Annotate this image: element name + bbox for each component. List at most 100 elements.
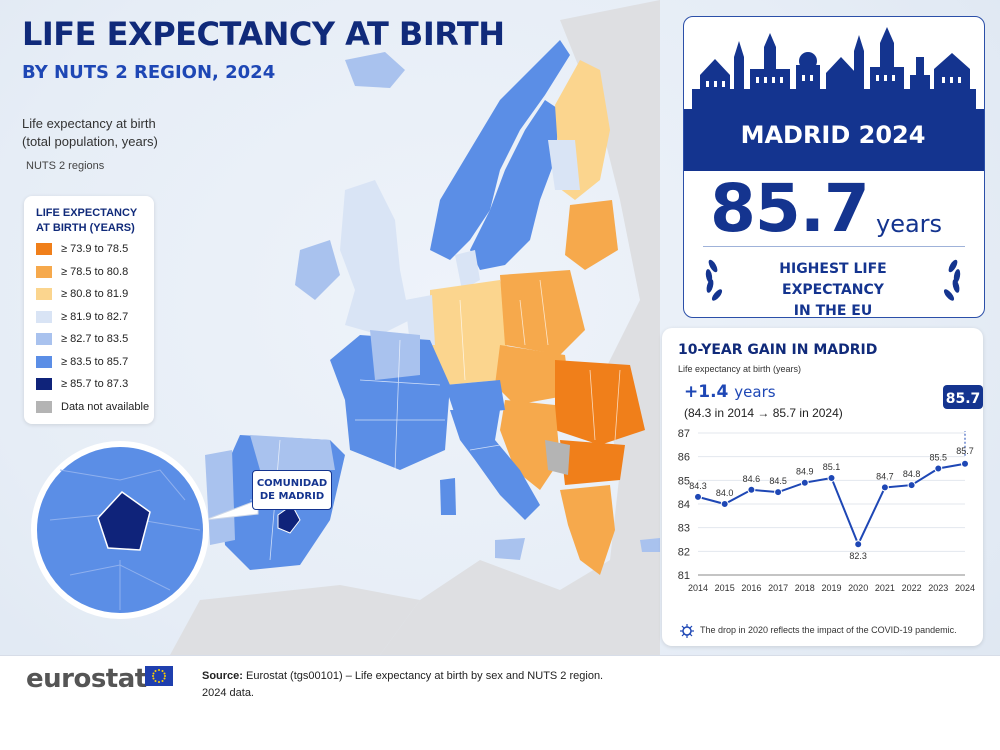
region-greece <box>560 485 615 575</box>
data-label: 84.9 <box>796 467 814 477</box>
hero-unit: years <box>876 210 943 238</box>
region-denmark <box>455 250 480 290</box>
trend-subtitle: Life expectancy at birth (years) <box>678 364 802 374</box>
data-label: 82.3 <box>849 551 867 561</box>
eurostat-logo: eurostat <box>26 664 147 694</box>
inset-madrid-shape <box>97 491 151 551</box>
legend-label: Data not available <box>61 400 150 413</box>
legend-item: ≥ 82.7 to 83.5 <box>36 333 128 345</box>
data-point <box>747 485 756 494</box>
page-title: LIFE EXPECTANCY AT BIRTH <box>22 15 505 53</box>
region-ireland <box>295 240 340 300</box>
x-tick-label: 2015 <box>715 583 735 593</box>
data-point <box>800 478 809 487</box>
source-note: Source: Eurostat (tgs00101) – Life expec… <box>202 668 622 702</box>
legend-item: ≥ 81.9 to 82.7 <box>36 310 129 323</box>
description-line-2: (total population, years) <box>22 134 158 149</box>
y-tick-label: 81 <box>678 570 690 582</box>
x-tick-label: 2016 <box>741 583 761 593</box>
callout-line-1: COMUNIDAD <box>256 478 328 489</box>
non-eu-land <box>380 0 660 655</box>
gain-note: (84.3 in 2014 → 85.7 in 2024) <box>684 406 843 420</box>
data-point <box>961 459 969 468</box>
description-line-1: Life expectancy at birth <box>22 116 156 131</box>
region-iceland <box>345 52 405 88</box>
legend-label: ≥ 80.8 to 81.9 <box>61 288 129 300</box>
madrid-inset <box>31 441 209 619</box>
covid-note: The drop in 2020 reflects the impact of … <box>700 625 957 635</box>
legend-swatch <box>36 355 52 368</box>
hero-value: 85.7 <box>710 170 870 247</box>
award-line-1: HIGHEST LIFE EXPECTANCY <box>779 261 887 298</box>
legend-title: LIFE EXPECTANCY AT BIRTH (YEARS) <box>36 207 138 234</box>
madrid-highlight-panel <box>683 16 985 318</box>
madrid-callout: COMUNIDAD DE MADRID <box>252 470 332 510</box>
data-point <box>720 500 729 508</box>
data-label: 85.1 <box>823 462 841 472</box>
x-tick-label: 2020 <box>848 583 868 593</box>
data-label: 84.7 <box>876 471 894 481</box>
region-italy <box>450 410 540 520</box>
region-poland <box>500 270 585 355</box>
hero-award: HIGHEST LIFE EXPECTANCY IN THE EU <box>733 259 933 322</box>
trend-line-chart: 81 82 83 84 85 86 87 2014 2015 2016 2017 2018 2019 20… <box>678 385 983 593</box>
eu-flag-icon <box>145 666 173 686</box>
x-tick-label: 2021 <box>875 583 895 593</box>
legend-swatch <box>36 333 52 345</box>
x-tick-label: 2024 <box>955 583 975 593</box>
legend-swatch <box>36 265 52 278</box>
trend-gain: +1.4 years <box>684 382 776 402</box>
source-text: Eurostat (tgs00101) – Life expectancy at… <box>246 670 604 682</box>
y-tick-label: 86 <box>678 452 690 464</box>
legend-label: ≥ 81.9 to 82.7 <box>61 310 129 323</box>
data-point <box>880 483 889 492</box>
data-point <box>694 492 702 501</box>
region-na-balkans <box>545 440 570 475</box>
hero-banner-text: MADRID 2024 <box>740 121 926 149</box>
highlight-badge-label: 85.7 <box>946 391 981 407</box>
hero-banner <box>684 109 984 171</box>
legend-item: ≥ 85.7 to 87.3 <box>36 378 128 390</box>
y-tick-label: 85 <box>678 475 690 487</box>
region-spain-north <box>250 435 335 470</box>
legend-item: Data not available <box>36 400 150 413</box>
legend-label: ≥ 82.7 to 83.5 <box>61 333 129 345</box>
hero-divider <box>703 246 965 247</box>
data-label: 84.8 <box>903 469 921 479</box>
legend-item: ≥ 73.9 to 78.5 <box>36 243 128 255</box>
north-africa <box>170 585 420 655</box>
legend-label: ≥ 73.9 to 78.5 <box>61 243 129 255</box>
legend-label: ≥ 83.5 to 85.7 <box>61 355 129 368</box>
data-point <box>934 464 943 473</box>
legend-item: ≥ 78.5 to 80.8 <box>36 265 129 278</box>
award-line-2: IN THE EU <box>793 303 873 319</box>
legend-swatch <box>36 243 52 255</box>
x-tick-label: 2023 <box>928 583 948 593</box>
region-baltics <box>565 200 618 270</box>
legend-item: ≥ 83.5 to 85.7 <box>36 355 129 368</box>
legend-swatch <box>36 310 52 323</box>
virus-icon <box>680 624 694 638</box>
region-uk <box>340 180 410 335</box>
data-label: 84.0 <box>716 488 734 498</box>
region-benelux <box>405 295 435 345</box>
data-label: 84.6 <box>743 474 761 484</box>
data-label: 84.3 <box>689 481 707 491</box>
region-finland-south <box>548 140 580 190</box>
region-norway <box>430 40 570 260</box>
region-sardinia <box>440 478 456 515</box>
gain-unit: years <box>734 383 776 401</box>
trend-panel: 10-YEAR GAIN IN MADRID Life expectancy a… <box>662 328 983 646</box>
legend-label: ≥ 85.7 to 87.3 <box>61 378 129 390</box>
legend-label: ≥ 78.5 to 80.8 <box>61 265 129 278</box>
laurel-icon <box>705 259 961 301</box>
source-label: Source: <box>202 670 243 682</box>
legend-swatch <box>36 288 52 300</box>
data-point <box>827 473 836 482</box>
x-tick-label: 2019 <box>821 583 841 593</box>
y-tick-label: 84 <box>678 499 690 511</box>
map-description: Life expectancy at birth (total populati… <box>22 115 158 151</box>
legend-swatch <box>36 400 52 413</box>
gain-value: +1.4 <box>684 382 729 402</box>
